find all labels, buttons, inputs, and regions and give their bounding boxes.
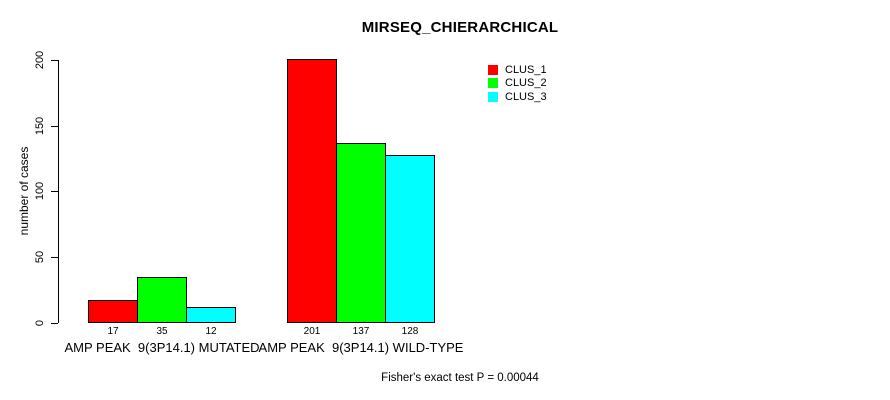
bar-value-label: 35 (156, 326, 168, 337)
bar-value-label: 201 (303, 326, 321, 337)
y-axis-label: number of cases (17, 146, 31, 236)
legend-item-clus_3: CLUS_3 (488, 90, 547, 103)
y-tick-label: 0 (34, 319, 46, 326)
y-axis-line (58, 60, 59, 323)
legend-item-clus_2: CLUS_2 (488, 77, 547, 90)
legend: CLUS_1 CLUS_2 CLUS_3 (488, 64, 547, 103)
chart-title: MIRSEQ_CHIERARCHICAL (361, 19, 559, 36)
legend-label: CLUS_2 (505, 77, 547, 90)
footnote: Fisher's exact test P = 0.00044 (381, 372, 539, 384)
y-tick-label: 50 (34, 250, 46, 263)
legend-label: CLUS_3 (505, 90, 547, 103)
bar-clus_2-group2 (336, 142, 386, 323)
y-tick-mark (51, 191, 58, 193)
legend-label: CLUS_1 (505, 64, 547, 76)
legend-swatch-icon (488, 91, 498, 102)
bar-value-label: 128 (401, 326, 419, 337)
legend-item-clus_1: CLUS_1 (488, 64, 547, 76)
category-label: AMP PEAK 9(3P14.1) WILD-TYPE (258, 340, 464, 355)
y-tick-mark (51, 322, 58, 324)
bar-value-label: 12 (205, 326, 217, 337)
y-tick-mark (51, 256, 58, 258)
legend-swatch-icon (488, 65, 498, 75)
y-tick-label: 200 (34, 50, 46, 70)
y-tick-mark (51, 125, 58, 127)
bar-clus_1-group1 (88, 300, 138, 323)
y-tick-label: 150 (34, 116, 46, 135)
category-label: AMP PEAK 9(3P14.1) MUTATED (64, 340, 260, 355)
y-tick-label: 100 (34, 182, 46, 201)
bar-clus_2-group1 (137, 276, 187, 323)
y-tick-mark (51, 60, 58, 61)
bar-value-label: 17 (107, 326, 119, 337)
bar-clus_1-group2 (287, 58, 337, 323)
bar-value-label: 137 (352, 326, 370, 337)
bar-clus_3-group2 (385, 154, 435, 323)
bar-clus_3-group1 (186, 306, 236, 323)
legend-swatch-icon (488, 78, 498, 89)
